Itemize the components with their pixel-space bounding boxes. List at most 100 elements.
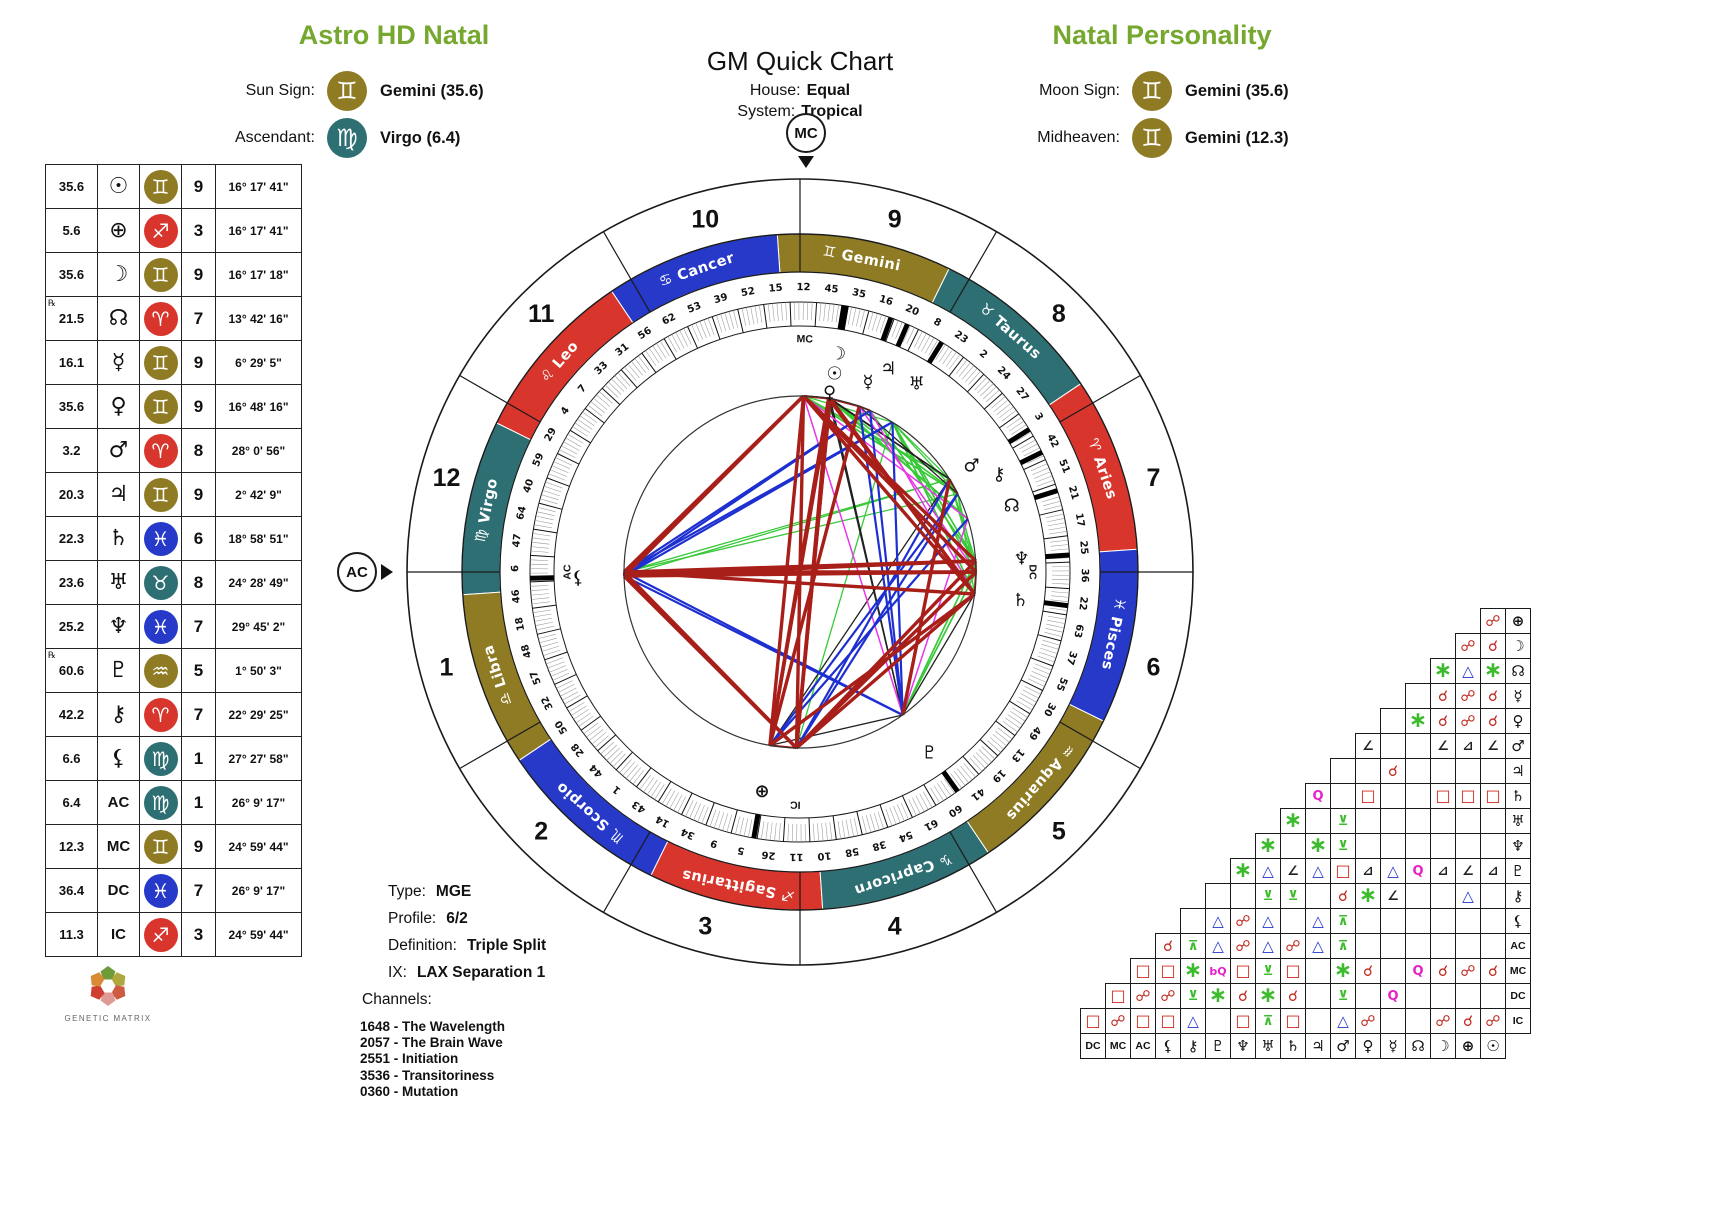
- house-number: 1: [182, 737, 216, 781]
- orb-value: 35.6: [46, 165, 98, 209]
- aspect-cell-chiron-mercury: ∠: [1380, 883, 1406, 909]
- svg-text:8: 8: [1052, 300, 1066, 328]
- house-number: 9: [182, 165, 216, 209]
- house-number: 7: [182, 693, 216, 737]
- svg-text:35: 35: [851, 287, 867, 301]
- wheel-planet-neptune: ♆: [1014, 548, 1030, 569]
- wheel-planet-earth: ⊕: [754, 781, 769, 802]
- aspect-cell-DC-AC: ☍: [1130, 983, 1156, 1009]
- aspect-cell-earth-sun: ☍: [1480, 608, 1506, 634]
- aspect-row-label-pluto: ♇: [1505, 858, 1531, 884]
- aspect-cell-pluto-uranus: △: [1255, 858, 1281, 884]
- moon-sign-icon: ♊: [1132, 71, 1172, 111]
- aspect-cell-mercury-moon: ☌: [1430, 683, 1456, 709]
- svg-text:7: 7: [1147, 464, 1161, 492]
- svg-text:8: 8: [931, 316, 942, 329]
- aspect-cell-MC-mercury: [1380, 958, 1406, 984]
- wheel-planet-jupiter: ♃: [880, 359, 896, 380]
- aspect-col-label-saturn: ♄: [1280, 1033, 1306, 1059]
- house-number: 5: [182, 649, 216, 693]
- aspect-cell-chiron-node: [1405, 883, 1431, 909]
- aspect-col-label-lilith: ⚸: [1155, 1033, 1181, 1059]
- type-line: Type: MGE: [362, 878, 546, 905]
- aspect-cell-IC-pluto: [1205, 1008, 1231, 1034]
- aspect-cell-neptune-venus: [1355, 833, 1381, 859]
- aspect-cell-pluto-jupiter: △: [1305, 858, 1331, 884]
- degrees: 24° 28' 49": [216, 561, 302, 605]
- svg-text:46: 46: [511, 589, 523, 604]
- aspect-cell-chiron-earth: △: [1455, 883, 1481, 909]
- aspect-cell-AC-lilith: ☌: [1155, 933, 1181, 959]
- svg-text:36: 36: [1079, 568, 1090, 582]
- planet-table-row: 16.1 ☿ ♊ 9 6° 29' 5": [46, 341, 302, 385]
- aspect-cell-DC-mars: ⊻: [1330, 983, 1356, 1009]
- aspect-cell-pluto-mars: □: [1330, 858, 1356, 884]
- planet-position-table: 35.6 ☉ ♊ 9 16° 17' 41" 5.6 ⊕ ♐ 3 16° 17' 41" 35.6 ☽…: [45, 164, 302, 957]
- svg-text:3: 3: [1032, 411, 1045, 423]
- svg-text:17: 17: [1073, 512, 1086, 528]
- midheaven-value: Gemini (12.3): [1185, 128, 1289, 147]
- aspect-cell-AC-saturn: ☍: [1280, 933, 1306, 959]
- planet-glyph-node: ☊: [98, 297, 140, 341]
- planet-glyph-moon: ☽: [98, 253, 140, 297]
- aspect-row-label-DC: DC: [1505, 983, 1531, 1009]
- svg-text:51: 51: [1056, 458, 1071, 475]
- planet-table-row: 23.6 ♅ ♉ 8 24° 28' 49": [46, 561, 302, 605]
- aspect-cell-moon-earth: ☍: [1455, 633, 1481, 659]
- planet-table-row: 6.4 AC ♍ 1 26° 9' 17": [46, 781, 302, 825]
- aspect-cell-uranus-sun: [1480, 808, 1506, 834]
- aspect-cell-node-earth: △: [1455, 658, 1481, 684]
- chart-info: Type: MGE Profile: 6/2 Definition: Triple S…: [362, 878, 546, 1013]
- svg-text:45: 45: [824, 283, 839, 295]
- degrees: 18° 58' 51": [216, 517, 302, 561]
- degrees: 28° 0' 56": [216, 429, 302, 473]
- wheel-planet-sun: ☉: [827, 363, 843, 384]
- aspect-cell-neptune-moon: [1430, 833, 1456, 859]
- planet-glyph-AC: AC: [98, 781, 140, 825]
- sign-icon-cell: ♈: [140, 693, 182, 737]
- aspect-cell-node-sun: ∗: [1480, 658, 1506, 684]
- aspect-cell-saturn-node: [1405, 783, 1431, 809]
- aspect-row-label-uranus: ♅: [1505, 808, 1531, 834]
- type-label: Type:: [388, 883, 426, 900]
- aspect-cell-IC-uranus: ⊼: [1255, 1008, 1281, 1034]
- aspect-cell-neptune-saturn: [1280, 833, 1306, 859]
- gemini-sign-icon: ♊: [1132, 118, 1172, 158]
- aries-sign-icon: ♈: [143, 697, 178, 732]
- svg-text:42: 42: [1044, 432, 1060, 449]
- aspect-col-label-uranus: ♅: [1255, 1033, 1281, 1059]
- svg-text:21: 21: [1066, 485, 1080, 501]
- pisces-sign-icon: ♓: [143, 873, 178, 908]
- aspect-cell-AC-jupiter: △: [1305, 933, 1331, 959]
- sign-icon-cell: ♊: [140, 385, 182, 429]
- aspect-row-label-saturn: ♄: [1505, 783, 1531, 809]
- aspect-cell-MC-mars: ∗: [1330, 958, 1356, 984]
- svg-text:31: 31: [614, 341, 632, 358]
- aspect-cell-DC-mercury: Q: [1380, 983, 1406, 1009]
- wheel-planet-uranus: ♅: [909, 373, 925, 394]
- aspect-cell-DC-earth: [1455, 983, 1481, 1009]
- aspect-cell-lilith-mercury: [1380, 908, 1406, 934]
- aspect-cell-mercury-sun: ☌: [1480, 683, 1506, 709]
- svg-text:19: 19: [990, 767, 1008, 785]
- aspect-row-label-mercury: ☿: [1505, 683, 1531, 709]
- svg-text:10: 10: [691, 205, 719, 233]
- house-number: 3: [182, 913, 216, 957]
- gemini-sign-icon: ♊: [143, 345, 178, 380]
- svg-text:2: 2: [977, 348, 989, 361]
- aspect-col-label-pluto: ♇: [1205, 1033, 1231, 1059]
- degrees: 26° 9' 17": [216, 781, 302, 825]
- svg-text:9: 9: [888, 205, 902, 233]
- svg-text:6: 6: [1147, 653, 1161, 681]
- orb-value: 6.6: [46, 737, 98, 781]
- degrees: 24° 59' 44": [216, 825, 302, 869]
- house-number: 9: [182, 253, 216, 297]
- aspect-col-label-AC: AC: [1130, 1033, 1156, 1059]
- aspect-cell-IC-jupiter: [1305, 1008, 1331, 1034]
- gemini-sign-icon: ♊: [327, 71, 367, 111]
- svg-text:33: 33: [593, 360, 611, 378]
- planet-table-row: 35.6 ☉ ♊ 9 16° 17' 41": [46, 165, 302, 209]
- orb-value: 3.2: [46, 429, 98, 473]
